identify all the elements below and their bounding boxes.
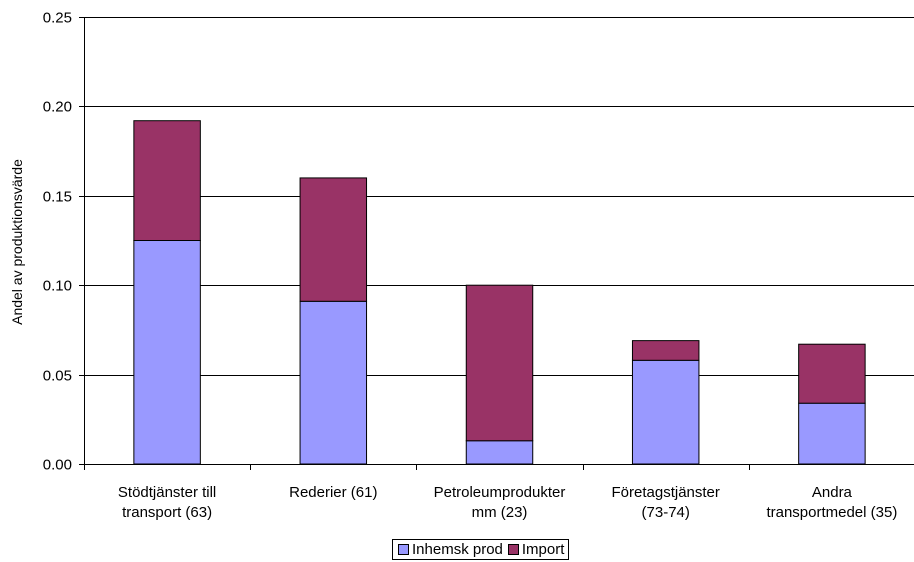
- y-tick-labels: 0.00 0.05 0.10 0.15 0.20 0.25: [43, 10, 72, 474]
- y-tick-label: 0.25: [43, 10, 72, 27]
- bars: [133, 120, 866, 465]
- x-category-label: Företagstjänster: [612, 484, 720, 501]
- legend-item-import: Import: [507, 541, 565, 558]
- legend-label-inhemsk: Inhemsk prod: [412, 541, 503, 558]
- bar-inhemsk-prod: [133, 240, 201, 465]
- bar-import: [798, 343, 866, 404]
- bar-inhemsk-prod: [299, 300, 368, 465]
- y-tick-label: 0.05: [43, 368, 72, 385]
- x-category-labels: Stödtjänster till transport (63) Rederier …: [118, 484, 897, 521]
- bar-import: [133, 120, 201, 241]
- legend: Inhemsk prod Import: [392, 539, 570, 560]
- chart: 0.00 0.05 0.10 0.15 0.20 0.25 Stödtjänster ti…: [9, 10, 914, 521]
- gridlines: [84, 17, 914, 376]
- y-tick-label: 0.10: [43, 278, 72, 295]
- bar-import: [465, 284, 534, 442]
- x-category-label: Petroleumprodukter: [434, 484, 566, 501]
- x-category-label: transportmedel (35): [766, 504, 897, 521]
- legend-swatch-inhemsk: [398, 544, 409, 555]
- bar-inhemsk-prod: [798, 402, 866, 465]
- x-category-label: Stödtjänster till: [118, 484, 216, 501]
- y-tick-label: 0.00: [43, 457, 72, 474]
- axes: [79, 17, 914, 470]
- bar-import: [299, 177, 368, 302]
- y-axis-title: Andel av produktionsvärde: [9, 159, 25, 325]
- y-tick-label: 0.15: [43, 189, 72, 206]
- legend-label-import: Import: [521, 541, 565, 558]
- x-category-label: mm (23): [472, 504, 528, 521]
- x-category-label: Rederier (61): [289, 484, 377, 501]
- bar-inhemsk-prod: [465, 440, 534, 465]
- x-category-label: Andra: [812, 484, 853, 501]
- bar-import: [631, 340, 700, 361]
- x-category-label: transport (63): [122, 504, 212, 521]
- y-tick-label: 0.20: [43, 99, 72, 116]
- legend-item-inhemsk: Inhemsk prod: [398, 541, 503, 558]
- legend-swatch-import: [507, 544, 519, 555]
- x-category-label: (73-74): [642, 504, 690, 521]
- bar-inhemsk-prod: [631, 359, 700, 465]
